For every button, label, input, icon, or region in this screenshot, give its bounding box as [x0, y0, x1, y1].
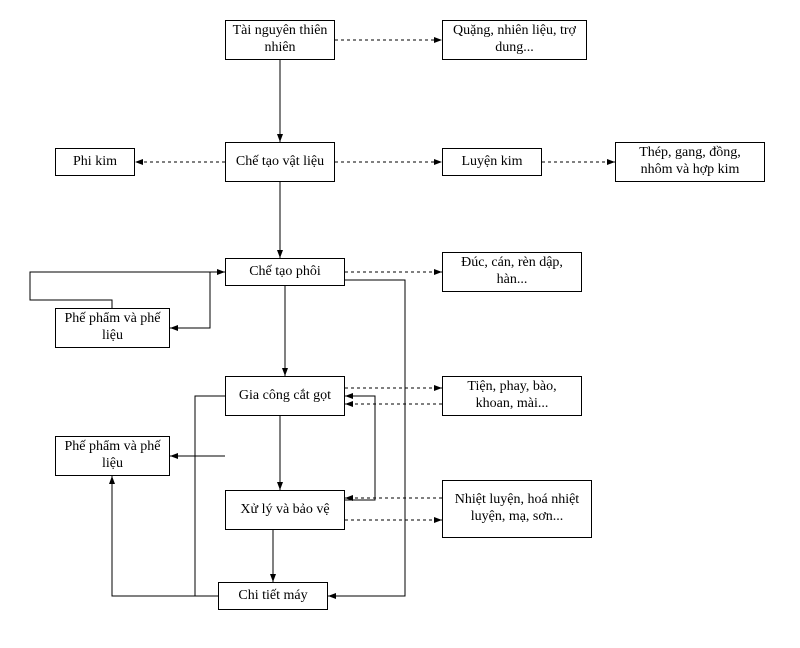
node-label: Quặng, nhiên liệu, trợ dung... — [449, 23, 580, 57]
node-nhiet-luyen: Nhiệt luyện, hoá nhiệt luyện, mạ, sơn... — [442, 480, 592, 538]
node-phe-pham-1: Phế phẩm và phế liệu — [55, 308, 170, 348]
node-label: Gia công cắt gọt — [239, 388, 331, 405]
node-label: Phế phẩm và phế liệu — [62, 439, 163, 473]
edge — [170, 272, 225, 328]
node-label: Đúc, cán, rèn dập, hàn... — [449, 255, 575, 289]
node-label: Luyện kim — [461, 154, 522, 171]
edge — [328, 280, 405, 596]
flowchart-canvas: Tài nguyên thiên nhiên Quặng, nhiên liệu… — [0, 0, 800, 648]
edge — [345, 396, 375, 500]
node-phe-pham-2: Phế phẩm và phế liệu — [55, 436, 170, 476]
node-chi-tiet-may: Chi tiết máy — [218, 582, 328, 610]
node-duc-can: Đúc, cán, rèn dập, hàn... — [442, 252, 582, 292]
edge — [195, 396, 225, 596]
node-label: Xử lý và bảo vệ — [240, 502, 329, 519]
edge — [112, 476, 218, 596]
node-label: Chi tiết máy — [238, 588, 307, 605]
node-xu-ly: Xử lý và bảo vệ — [225, 490, 345, 530]
node-label: Chế tạo vật liệu — [236, 154, 324, 171]
node-label: Phi kim — [73, 154, 117, 171]
node-label: Tài nguyên thiên nhiên — [232, 23, 328, 57]
node-che-tao-phoi: Chế tạo phôi — [225, 258, 345, 286]
node-gia-cong: Gia công cắt gọt — [225, 376, 345, 416]
node-label: Tiện, phay, bào, khoan, mài... — [449, 379, 575, 413]
node-thep-gang: Thép, gang, đồng, nhôm và hợp kim — [615, 142, 765, 182]
node-luyen-kim: Luyện kim — [442, 148, 542, 176]
node-tai-nguyen: Tài nguyên thiên nhiên — [225, 20, 335, 60]
node-label: Nhiệt luyện, hoá nhiệt luyện, mạ, sơn... — [449, 492, 585, 526]
node-label: Thép, gang, đồng, nhôm và hợp kim — [622, 145, 758, 179]
node-phi-kim: Phi kim — [55, 148, 135, 176]
node-tien-phay: Tiện, phay, bào, khoan, mài... — [442, 376, 582, 416]
node-che-tao-vat-lieu: Chế tạo vật liệu — [225, 142, 335, 182]
node-label: Chế tạo phôi — [249, 264, 321, 281]
node-label: Phế phẩm và phế liệu — [62, 311, 163, 345]
edge — [30, 272, 225, 308]
node-quang: Quặng, nhiên liệu, trợ dung... — [442, 20, 587, 60]
